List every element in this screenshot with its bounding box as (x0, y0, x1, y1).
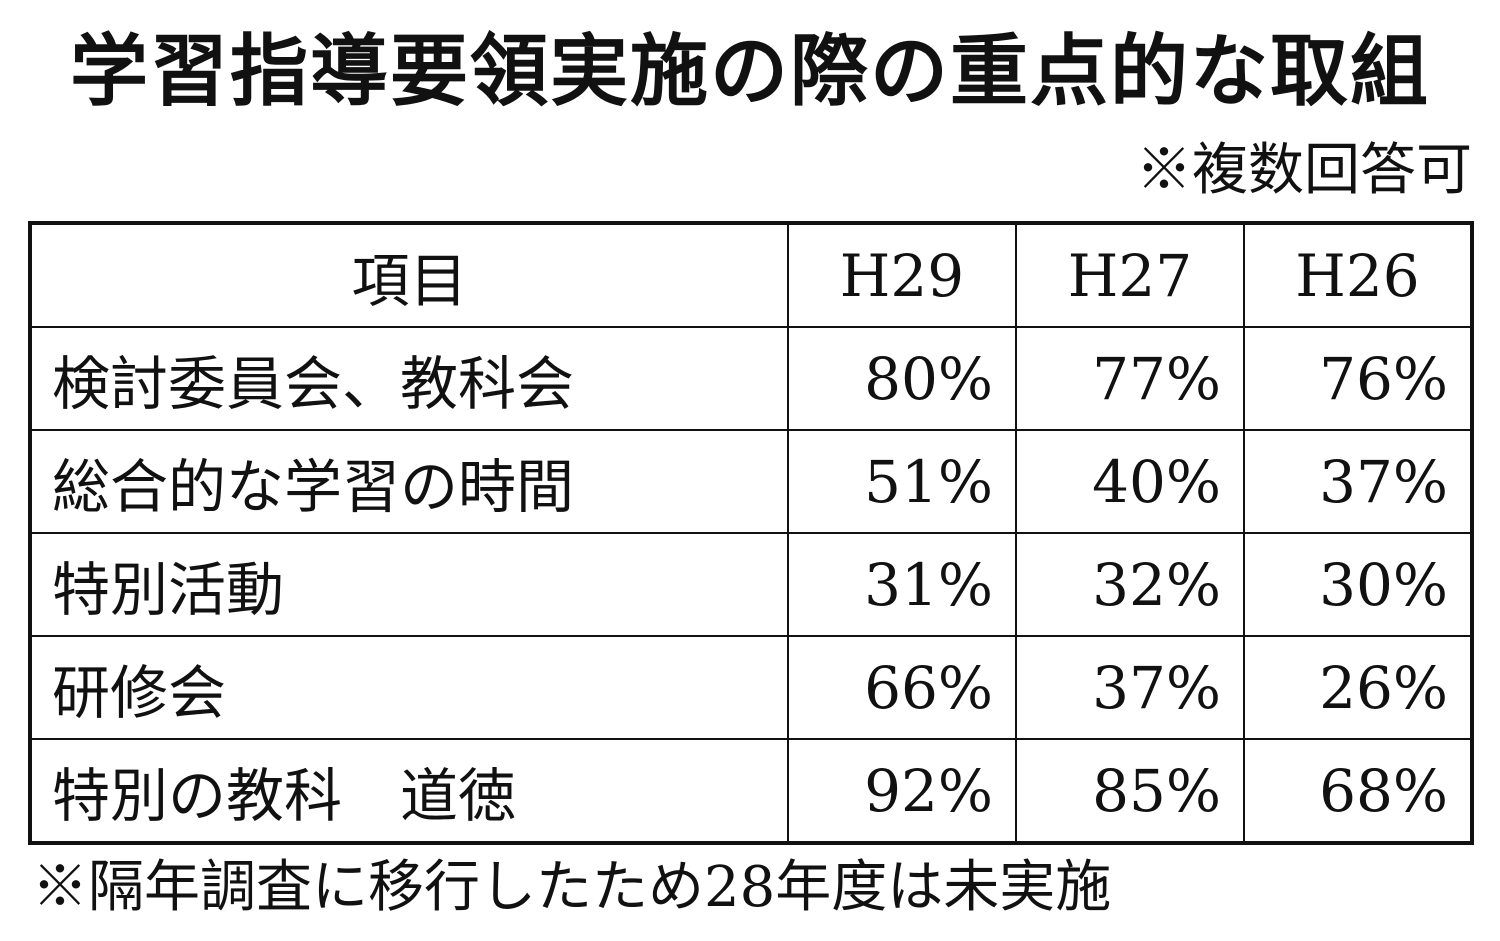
column-header-item: 項目 (29, 222, 789, 328)
value-h27: 32% (1015, 532, 1245, 637)
row-label: 特別活動 (29, 532, 789, 637)
value-h27: 40% (1015, 429, 1245, 534)
value-h29: 80% (787, 326, 1017, 431)
row-label: 検討委員会、教科会 (29, 326, 789, 431)
column-header-h27: H27 (1015, 222, 1245, 328)
value-h27: 37% (1015, 635, 1245, 740)
value-h29: 31% (787, 532, 1017, 637)
value-h26: 26% (1243, 635, 1473, 740)
value-h27: 85% (1015, 738, 1245, 844)
value-h27: 77% (1015, 326, 1245, 431)
value-h29: 92% (787, 738, 1017, 844)
table-row: 特別活動 31% 32% 30% (29, 532, 1473, 637)
results-table: 項目 H29 H27 H26 検討委員会、教科会 80% 77% 76% 総合的… (28, 221, 1474, 845)
table-row: 検討委員会、教科会 80% 77% 76% (29, 326, 1473, 431)
table-row: 研修会 66% 37% 26% (29, 635, 1473, 740)
table-header-row: 項目 H29 H27 H26 (29, 222, 1473, 328)
table-row: 総合的な学習の時間 51% 40% 37% (29, 429, 1473, 534)
survey-footnote: ※隔年調査に移行したため28年度は未実施 (32, 855, 1112, 920)
row-label: 特別の教科 道徳 (29, 738, 789, 844)
multiple-answers-note: ※複数回答可 (1136, 138, 1472, 203)
column-header-h29: H29 (787, 222, 1017, 328)
column-header-h26: H26 (1243, 222, 1473, 328)
page-title: 学習指導要領実施の際の重点的な取組 (69, 27, 1430, 117)
value-h26: 37% (1243, 429, 1473, 534)
value-h26: 30% (1243, 532, 1473, 637)
value-h26: 76% (1243, 326, 1473, 431)
value-h29: 51% (787, 429, 1017, 534)
table-row: 特別の教科 道徳 92% 85% 68% (29, 738, 1473, 844)
value-h26: 68% (1243, 738, 1473, 844)
row-label: 総合的な学習の時間 (29, 429, 789, 534)
value-h29: 66% (787, 635, 1017, 740)
row-label: 研修会 (29, 635, 789, 740)
